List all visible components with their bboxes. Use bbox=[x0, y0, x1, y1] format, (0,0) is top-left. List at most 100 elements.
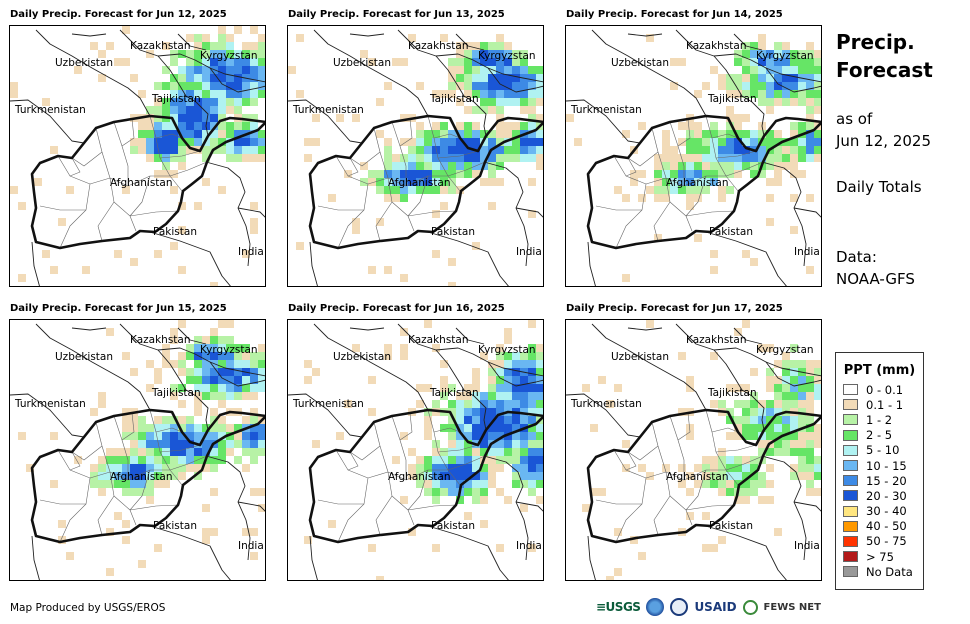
precip-cell bbox=[750, 392, 758, 400]
precip-cell bbox=[114, 448, 122, 456]
precip-cell bbox=[202, 376, 210, 384]
precip-cell bbox=[226, 352, 234, 360]
precip-cell bbox=[710, 178, 718, 186]
legend-item: 0.1 - 1 bbox=[836, 397, 923, 412]
precip-cell bbox=[218, 186, 226, 194]
precip-cell bbox=[210, 114, 218, 122]
precip-cell bbox=[432, 480, 440, 488]
province-boundary bbox=[129, 175, 151, 217]
precip-cell bbox=[504, 122, 512, 130]
precip-cell bbox=[234, 26, 242, 34]
precip-cell bbox=[536, 480, 543, 488]
precip-cell bbox=[694, 154, 702, 162]
precip-cell bbox=[702, 130, 710, 138]
precip-cell bbox=[146, 360, 154, 368]
precip-cell bbox=[806, 432, 814, 440]
precip-cell bbox=[782, 162, 790, 170]
precip-cell bbox=[258, 424, 265, 432]
country-boundary bbox=[397, 29, 543, 83]
precip-cell bbox=[512, 432, 520, 440]
precip-cell bbox=[734, 432, 742, 440]
precip-cell bbox=[218, 448, 226, 456]
precip-cell bbox=[750, 416, 758, 424]
precip-cell bbox=[218, 50, 226, 58]
precip-cell bbox=[250, 218, 258, 226]
precip-cell bbox=[806, 154, 814, 162]
province-boundary bbox=[685, 469, 707, 511]
afghanistan-boundary bbox=[30, 408, 265, 544]
map-canvas bbox=[10, 320, 265, 580]
precip-cell bbox=[798, 50, 806, 58]
precip-cell bbox=[392, 154, 400, 162]
precip-cell bbox=[496, 130, 504, 138]
legend-label: 2 - 5 bbox=[866, 428, 893, 443]
precip-cell bbox=[154, 250, 162, 258]
precip-cell bbox=[456, 480, 464, 488]
precip-cell bbox=[432, 122, 440, 130]
precip-cell bbox=[98, 456, 106, 464]
precip-cell bbox=[464, 472, 472, 480]
precip-cell bbox=[496, 352, 504, 360]
precip-cell bbox=[774, 384, 782, 392]
precip-cell bbox=[250, 82, 258, 90]
province-boundary bbox=[347, 451, 359, 471]
precip-cell bbox=[162, 424, 170, 432]
precip-cell bbox=[598, 488, 606, 496]
precip-cell bbox=[384, 266, 392, 274]
precip-cell bbox=[154, 544, 162, 552]
precip-cell bbox=[146, 472, 154, 480]
precip-cell bbox=[528, 82, 536, 90]
precip-cell bbox=[694, 464, 702, 472]
precip-cell bbox=[234, 432, 242, 440]
precip-cell bbox=[480, 74, 488, 82]
precip-cell bbox=[194, 336, 202, 344]
precip-cell bbox=[392, 194, 400, 202]
precip-cell bbox=[654, 194, 662, 202]
precip-cell bbox=[488, 400, 496, 408]
precip-cell bbox=[758, 344, 766, 352]
precip-cell bbox=[178, 114, 186, 122]
country-boundary bbox=[71, 33, 107, 37]
precip-cell bbox=[456, 170, 464, 178]
precip-cell bbox=[440, 392, 448, 400]
precip-cell bbox=[790, 360, 798, 368]
precip-cell bbox=[114, 464, 122, 472]
precip-cell bbox=[456, 50, 464, 58]
precip-cell bbox=[472, 464, 480, 472]
precip-cell bbox=[662, 178, 670, 186]
precip-cell bbox=[742, 424, 750, 432]
precip-cell bbox=[464, 480, 472, 488]
precip-cell bbox=[750, 424, 758, 432]
province-boundary bbox=[711, 427, 739, 433]
precip-cell bbox=[34, 178, 42, 186]
precip-cell bbox=[774, 408, 782, 416]
precip-cell bbox=[504, 138, 512, 146]
legend-swatch bbox=[843, 551, 858, 563]
country-boundary bbox=[149, 525, 231, 580]
precip-cell bbox=[154, 448, 162, 456]
precip-cell bbox=[814, 146, 821, 154]
precip-cell bbox=[504, 440, 512, 448]
precip-cell bbox=[520, 472, 528, 480]
precip-cell bbox=[218, 58, 226, 66]
precip-cell bbox=[638, 552, 646, 560]
precip-cell bbox=[170, 416, 178, 424]
precip-cell bbox=[258, 448, 265, 456]
precip-cell bbox=[194, 472, 202, 480]
country-boundary bbox=[761, 455, 807, 561]
legend-swatch bbox=[843, 520, 858, 532]
precip-cell bbox=[138, 432, 146, 440]
precip-cell bbox=[496, 360, 504, 368]
precip-cell bbox=[258, 352, 265, 360]
precip-cell bbox=[654, 154, 662, 162]
precip-cell bbox=[662, 194, 670, 202]
map-canvas bbox=[10, 26, 265, 286]
forecast-map-panel: Kazakhstan Kyrgyzstan Uzbekistan Tajikistan… bbox=[287, 319, 544, 581]
precip-cell bbox=[798, 456, 806, 464]
precip-cell bbox=[106, 42, 114, 50]
precip-cell bbox=[686, 376, 694, 384]
precip-cell bbox=[710, 122, 718, 130]
precip-cell bbox=[456, 464, 464, 472]
precip-cell bbox=[726, 480, 734, 488]
precip-cell bbox=[146, 50, 154, 58]
